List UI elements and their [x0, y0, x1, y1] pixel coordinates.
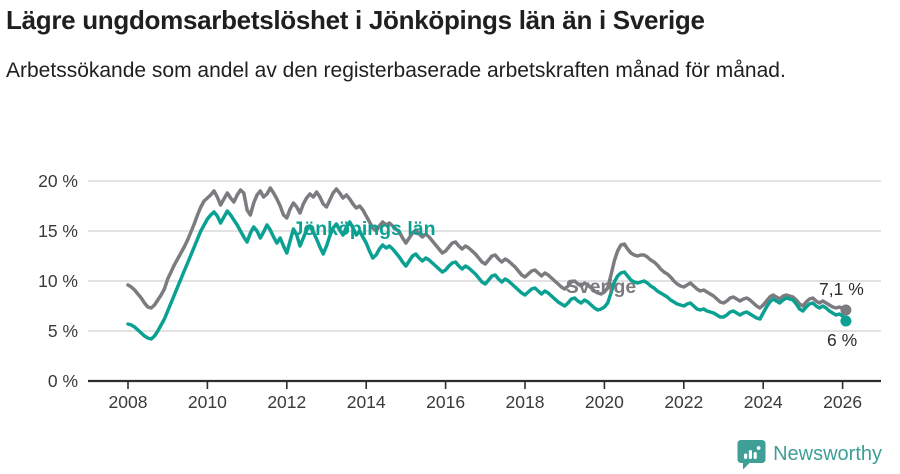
end-value-label-j-nk-pings-l-n: 6 %	[827, 330, 857, 350]
chart-header: Lägre ungdomsarbetslöshet i Jönköpings l…	[6, 5, 866, 85]
x-tick-label-2024: 2024	[744, 392, 783, 412]
y-tick-label-0: 0 %	[48, 371, 78, 391]
x-tick-label-2018: 2018	[506, 392, 545, 412]
y-tick-label-5: 5 %	[48, 321, 78, 341]
chart-subtitle: Arbetssökande som andel av den registerb…	[6, 58, 786, 82]
series-line-j-nk-pings-l-n	[126, 209, 848, 341]
x-tick-label-2008: 2008	[109, 392, 148, 412]
series-label-j-nk-pings-l-n: Jönköpings län	[292, 218, 435, 240]
newsworthy-wordmark: Newsworthy	[773, 443, 882, 465]
series-label-sverige: Sverige	[566, 276, 637, 298]
bar-chart-bubble-icon	[737, 440, 766, 470]
y-tick-label-15: 15 %	[38, 221, 78, 241]
x-tick-label-2026: 2026	[823, 392, 862, 412]
end-value-label-sverige: 7,1 %	[819, 279, 864, 299]
newsworthy-logo: Newsworthy	[737, 439, 882, 470]
x-tick-label-2016: 2016	[426, 392, 465, 412]
x-tick-label-2012: 2012	[267, 392, 306, 412]
x-tick-label-2010: 2010	[188, 392, 227, 412]
x-tick-label-2020: 2020	[585, 392, 624, 412]
chart-title: Lägre ungdomsarbetslöshet i Jönköpings l…	[6, 5, 705, 35]
y-tick-label-20: 20 %	[38, 171, 78, 191]
series-end-dot-sverige	[840, 304, 852, 316]
y-tick-label-10: 10 %	[38, 271, 78, 291]
series-line-sverige	[126, 186, 848, 312]
x-tick-label-2022: 2022	[664, 392, 703, 412]
x-tick-label-2014: 2014	[347, 392, 386, 412]
series-end-dot-j-nk-pings-l-n	[840, 315, 852, 327]
